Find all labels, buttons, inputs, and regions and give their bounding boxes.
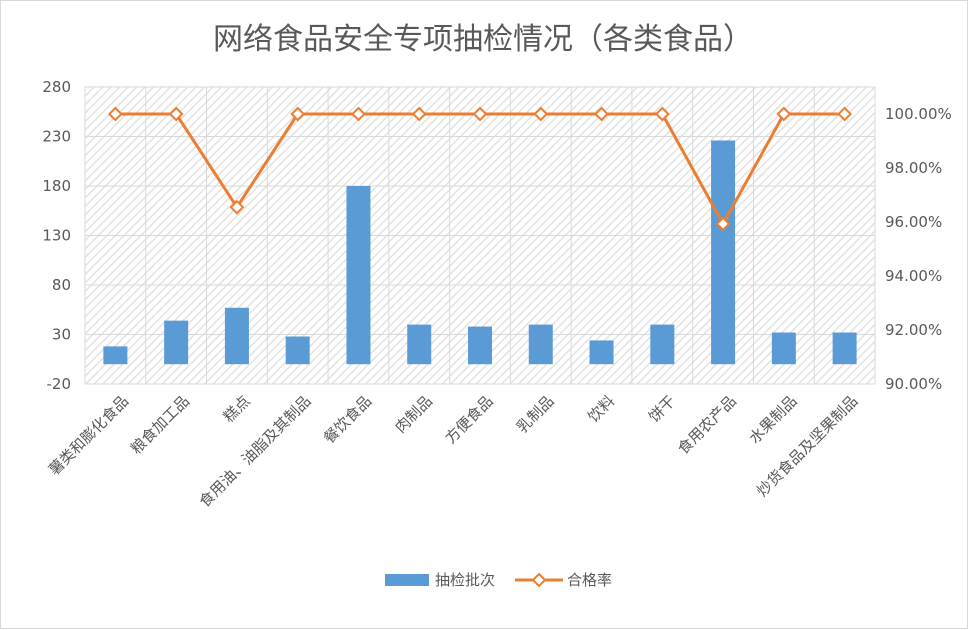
legend-label: 抽检批次 (435, 571, 495, 589)
legend-marker (531, 572, 547, 588)
legend: 抽检批次 合格率 (385, 571, 612, 589)
line-point (411, 106, 427, 122)
line-point (229, 199, 245, 215)
category-label: 乳制品 (513, 392, 558, 437)
bar (224, 307, 249, 365)
line-point (351, 106, 366, 122)
bar (832, 332, 857, 365)
line-point (533, 106, 549, 122)
chart-title: 网络食品安全专项抽检情况（各类食品） (213, 22, 753, 57)
category-label: 薯类和膨化食品 (45, 392, 132, 479)
line-point (715, 216, 731, 232)
line-point (472, 106, 488, 122)
bar (711, 140, 736, 365)
legend-label: 合格率 (567, 571, 612, 589)
left-axis: -20 30 80 130 180 230 280 (42, 78, 71, 393)
line-point (107, 106, 123, 122)
bar (528, 324, 553, 365)
left-tick-label: 180 (42, 177, 71, 195)
bar (468, 326, 492, 365)
bar (771, 332, 796, 365)
right-tick-label: 96.00% (885, 213, 942, 231)
right-tick-label: 90.00% (885, 375, 942, 393)
left-tick-label: -20 (47, 375, 72, 393)
category-label: 饼干 (645, 392, 679, 426)
category-label: 水果制品 (745, 392, 800, 447)
line-point (594, 106, 609, 122)
bar (346, 186, 371, 365)
left-tick-label: 30 (52, 326, 71, 344)
bar (164, 320, 189, 365)
line-point (168, 106, 184, 122)
left-tick-label: 280 (42, 78, 71, 96)
category-label: 食用农产品 (674, 392, 740, 458)
right-axis: 90.00% 92.00% 94.00% 96.00% 98.00% 100.00% (885, 105, 952, 393)
category-label: 餐饮食品 (320, 392, 375, 447)
left-tick-label: 230 (42, 128, 71, 146)
bar (589, 340, 614, 365)
bar (103, 346, 128, 365)
left-tick-label: 130 (42, 227, 71, 245)
legend-swatch-bar (385, 574, 429, 586)
category-label: 炒货食品及坚果制品 (753, 392, 861, 500)
right-tick-label: 100.00% (885, 105, 952, 123)
category-label: 食用油、油脂及其制品 (196, 392, 315, 511)
line-point (290, 106, 306, 122)
right-tick-label: 94.00% (885, 267, 942, 285)
line-point (837, 106, 853, 122)
line-series (107, 106, 853, 232)
bar-series (103, 140, 857, 365)
category-label: 饮料 (584, 392, 618, 426)
left-tick-label: 80 (52, 276, 71, 294)
line-point (776, 106, 792, 122)
bar (650, 324, 675, 365)
line-point (654, 106, 670, 122)
right-tick-label: 92.00% (885, 321, 942, 339)
bar (407, 324, 432, 365)
category-label: 粮食加工品 (127, 392, 193, 458)
category-label: 方便食品 (442, 392, 497, 447)
right-tick-label: 98.00% (885, 159, 942, 177)
bar (285, 336, 310, 365)
category-label: 糕点 (220, 392, 254, 426)
category-label: 肉制品 (391, 392, 436, 437)
